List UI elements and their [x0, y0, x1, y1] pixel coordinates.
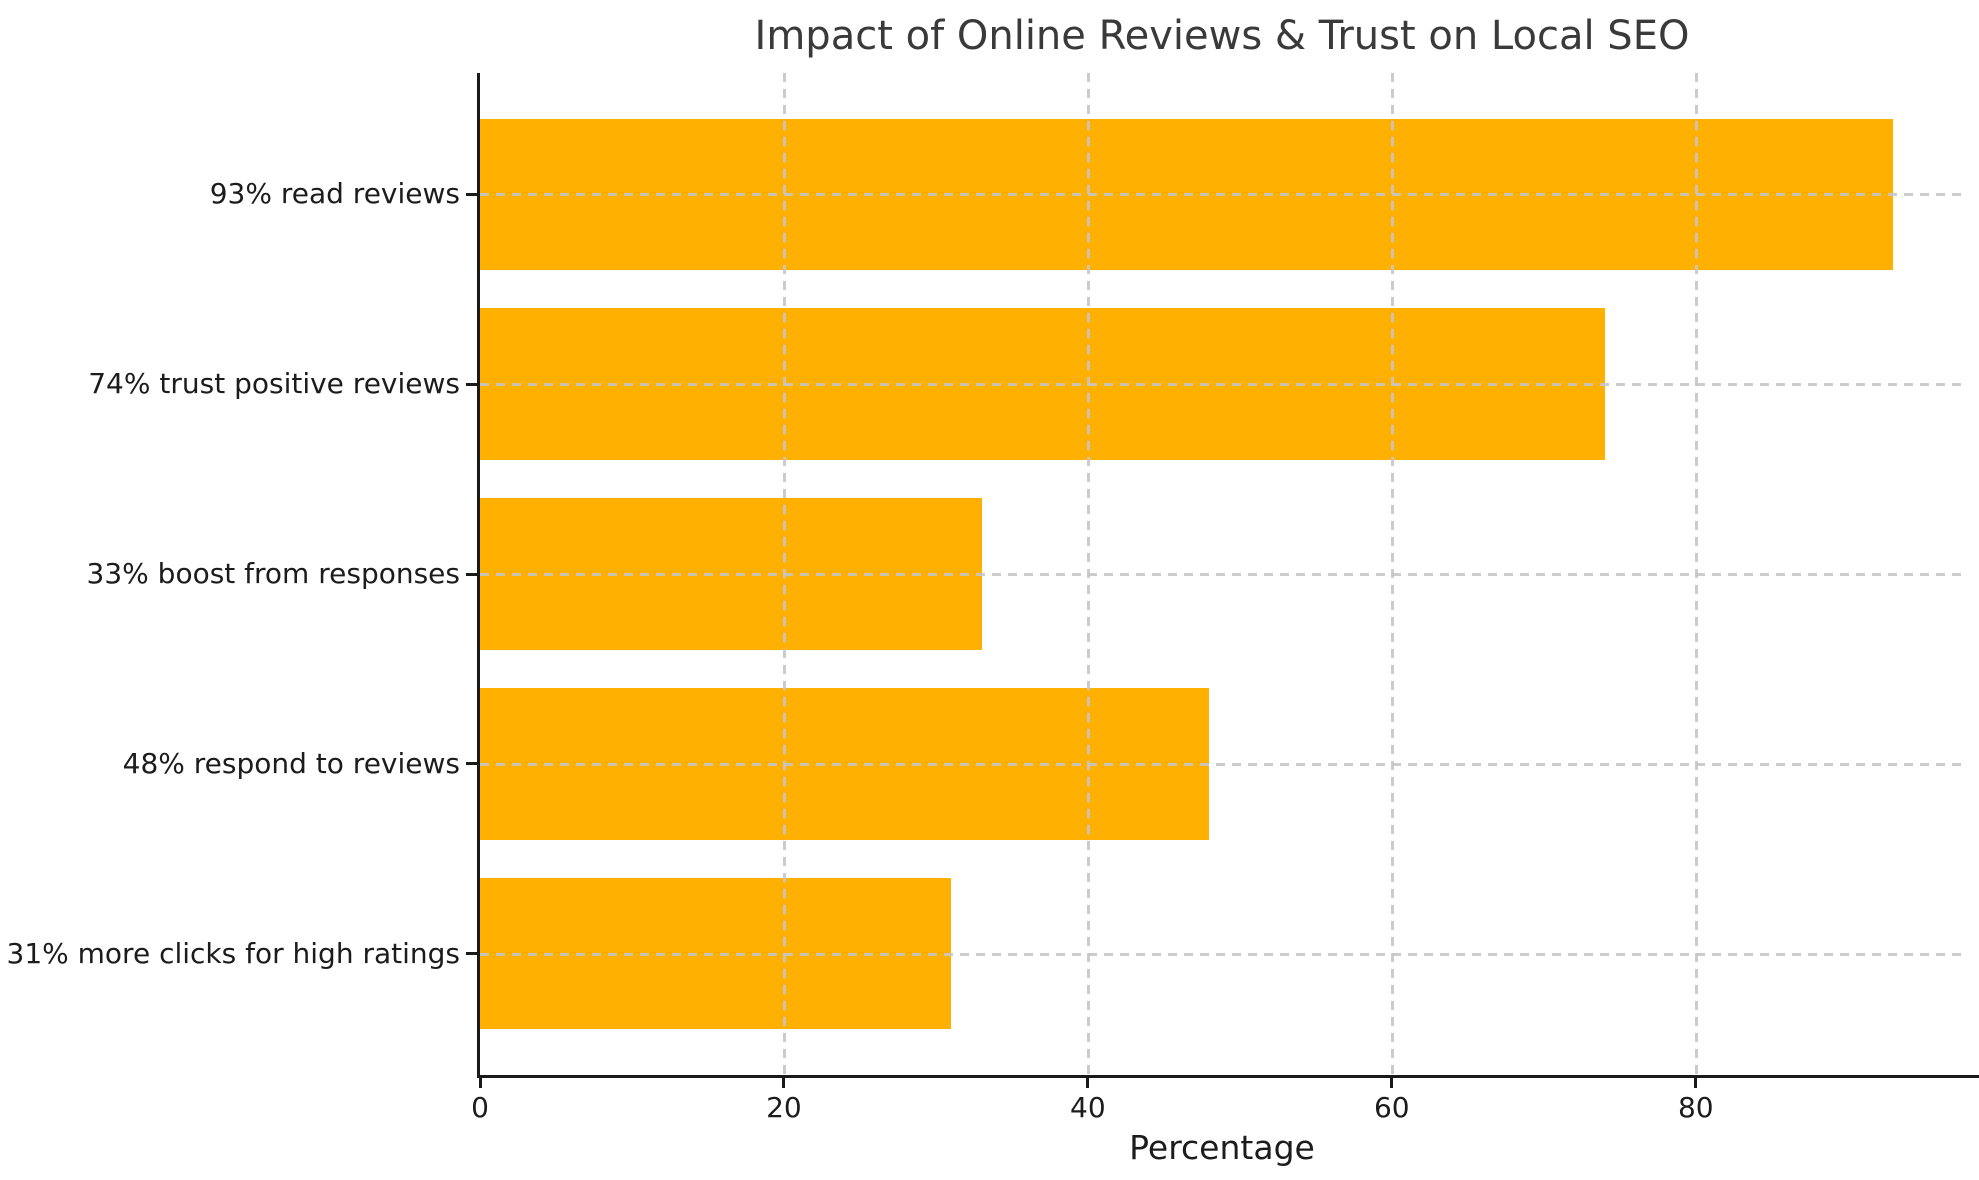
- x-axis-label: Percentage: [1129, 1128, 1315, 1167]
- y-tick-mark: [466, 192, 477, 196]
- x-tick-mark: [1086, 1078, 1090, 1088]
- x-tick-mark: [782, 1078, 786, 1088]
- y-tick-label: 74% trust positive reviews: [88, 367, 460, 401]
- chart-title: Impact of Online Reviews & Trust on Loca…: [754, 13, 1690, 59]
- y-tick-label: 33% boost from responses: [86, 557, 460, 590]
- x-tick-label: 80: [1677, 1091, 1714, 1124]
- y-tick-mark: [466, 952, 477, 956]
- y-tick-mark: [466, 382, 477, 386]
- x-tick-label: 60: [1373, 1091, 1410, 1124]
- h-gridline: [480, 193, 1964, 197]
- y-tick-label: 31% more clicks for high ratings: [6, 936, 461, 970]
- x-tick-mark: [478, 1078, 482, 1088]
- y-tick-label: 48% respond to reviews: [122, 746, 460, 780]
- y-tick-label: 93% read reviews: [209, 177, 460, 211]
- x-tick-mark: [1390, 1078, 1394, 1088]
- x-tick-label: 20: [766, 1091, 802, 1124]
- y-axis-spine: [477, 73, 480, 1078]
- h-gridline: [480, 383, 1964, 387]
- h-gridline: [480, 762, 1964, 766]
- x-axis-spine: [477, 1075, 1979, 1078]
- y-tick-mark: [466, 762, 477, 766]
- x-tick-label: 40: [1070, 1091, 1106, 1124]
- y-tick-mark: [466, 572, 477, 576]
- h-gridline: [480, 573, 1964, 576]
- x-tick-mark: [1694, 1078, 1698, 1088]
- plot-area: [477, 73, 1979, 1078]
- h-gridline: [480, 952, 1964, 956]
- x-tick-label: 0: [471, 1091, 489, 1124]
